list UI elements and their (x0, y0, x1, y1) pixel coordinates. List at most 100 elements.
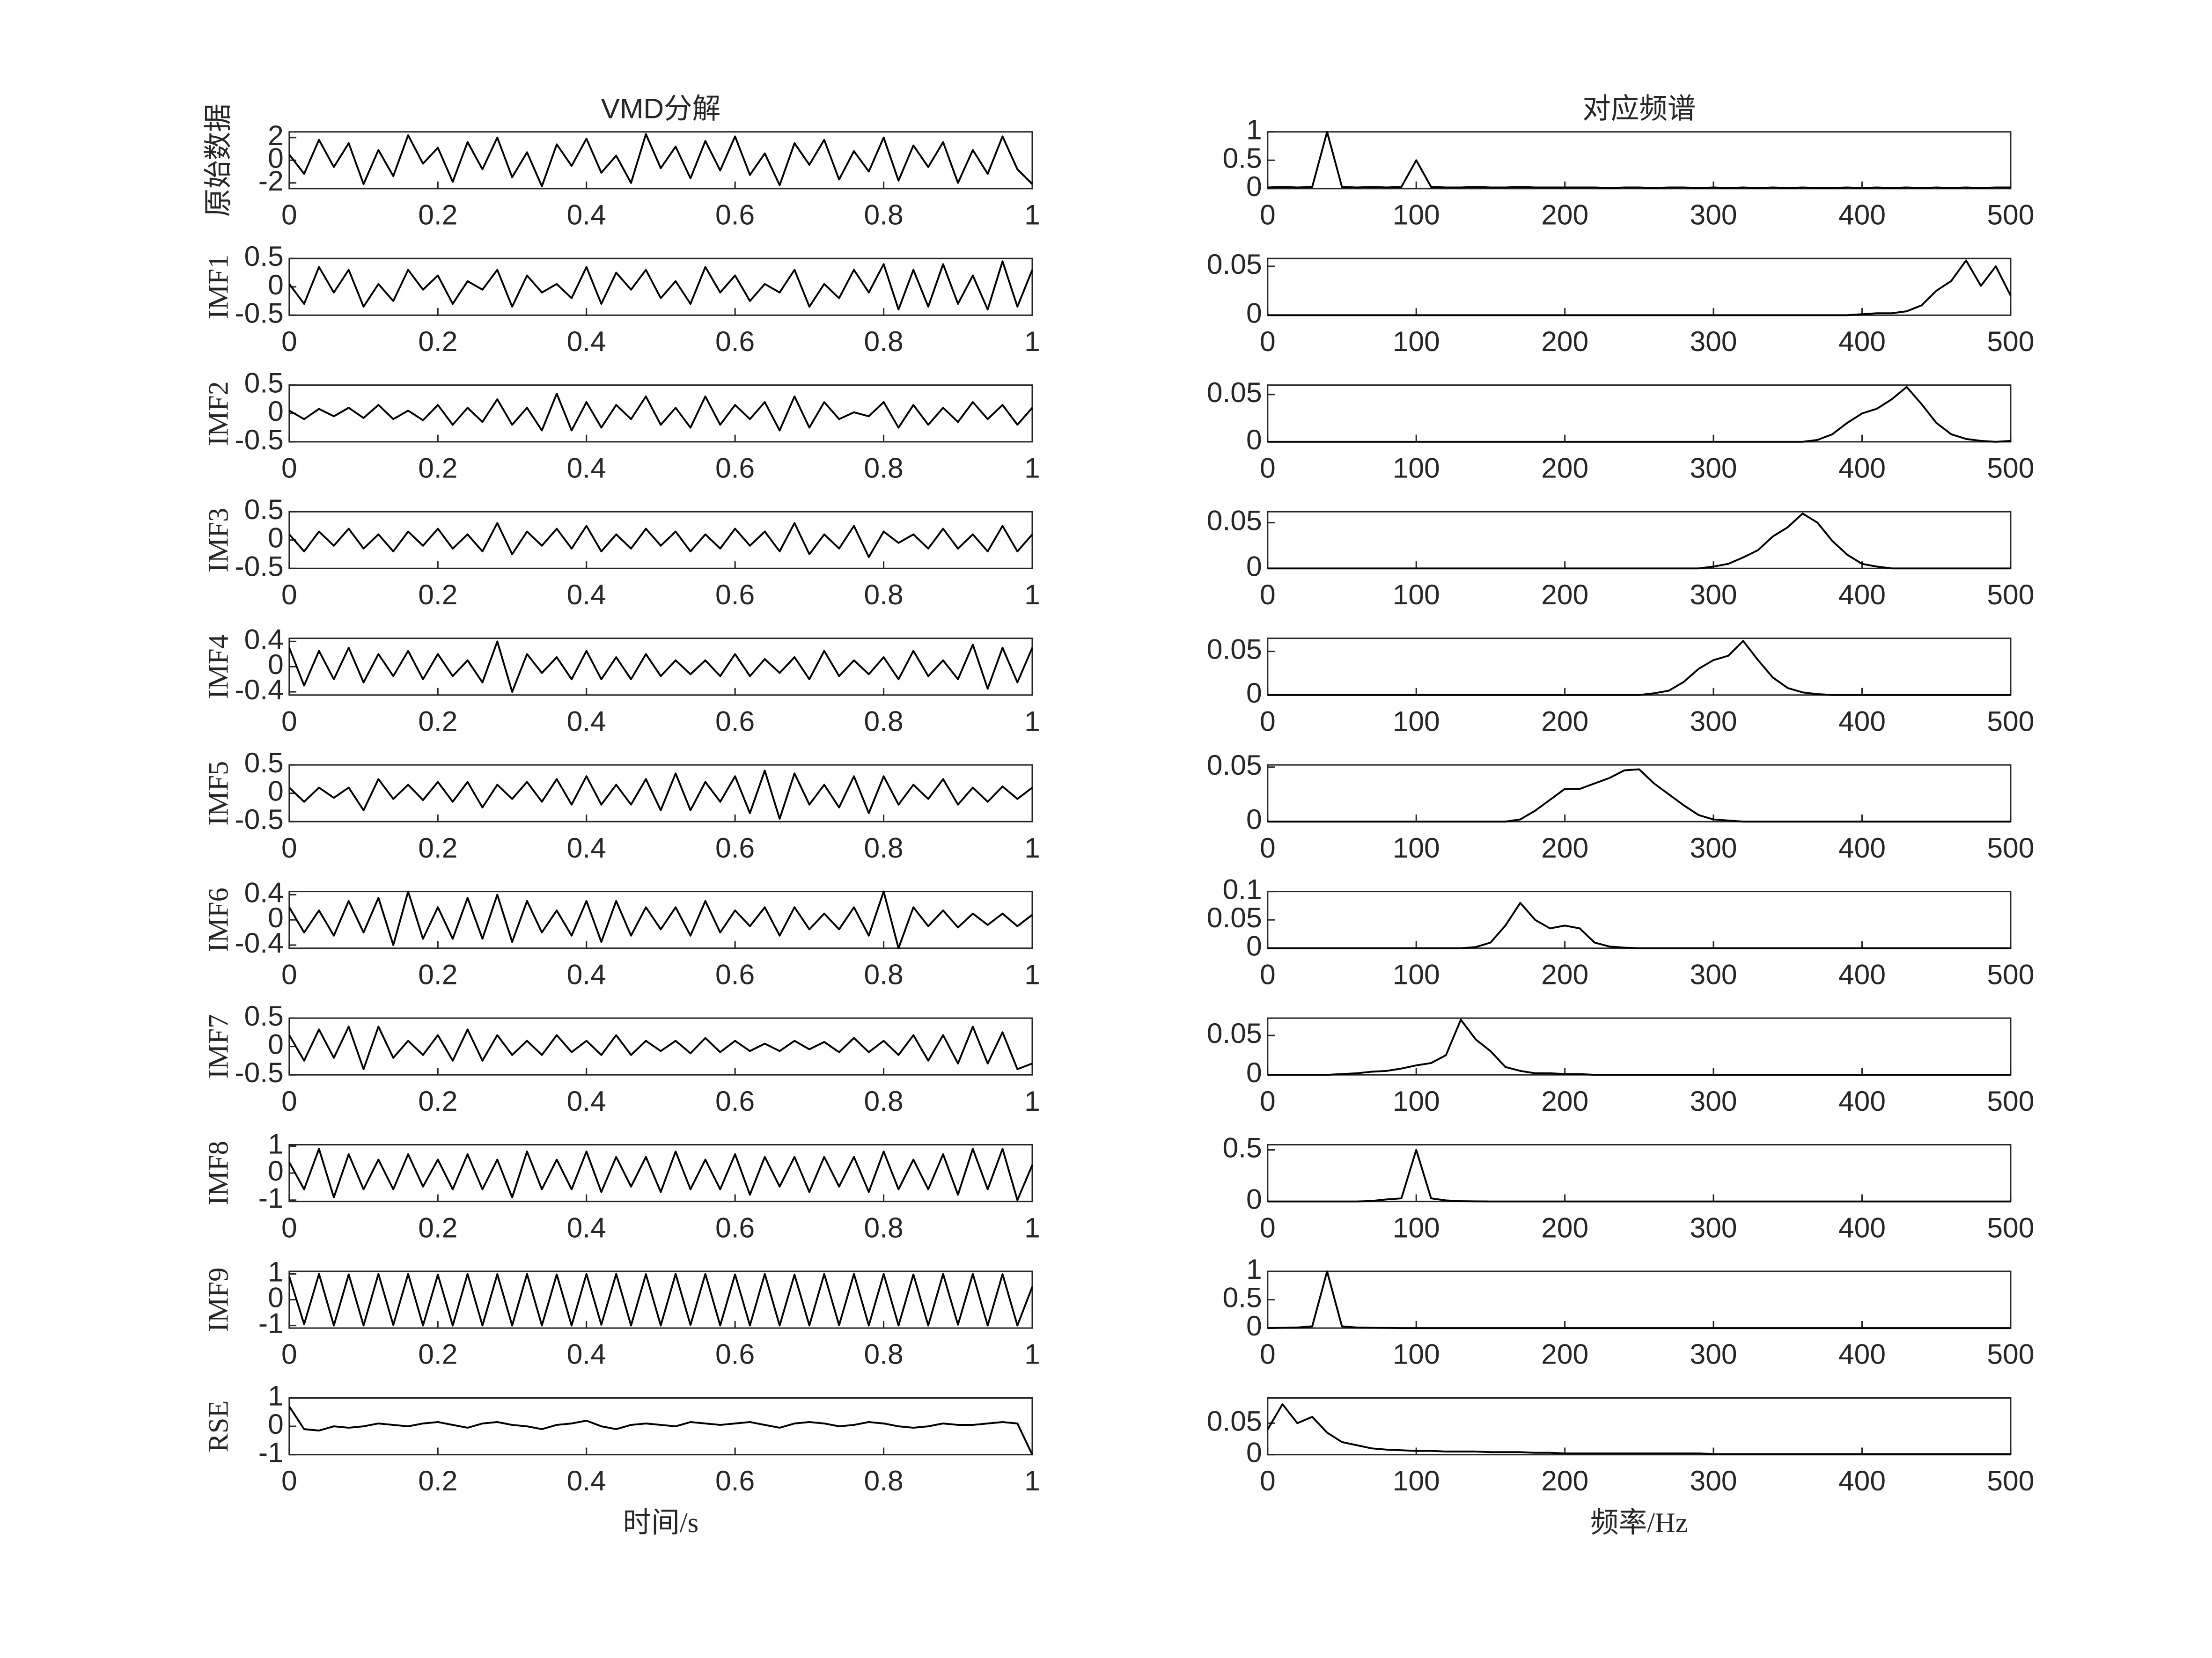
signal-line (288, 260, 1033, 311)
y-tick-label: 0 (1246, 677, 1262, 709)
x-tick-label: 0.8 (864, 198, 903, 230)
axes-box (1267, 1144, 2012, 1203)
y-tick-label: 0 (1246, 170, 1262, 202)
x-tick-label: 400 (1838, 1211, 1886, 1243)
y-tick-label: 0 (268, 1408, 284, 1440)
x-tick-label: 400 (1838, 198, 1886, 230)
x-tick-label: 0.2 (418, 1085, 457, 1117)
x-tick-label: 0.6 (715, 1085, 755, 1117)
y-tick-label: 0 (268, 142, 284, 174)
x-tick-label: 500 (1987, 1338, 2034, 1370)
x-tick-label: 0.4 (567, 325, 606, 357)
y-tick-label: 0.05 (1207, 248, 1262, 280)
x-tick-label: 0.4 (567, 452, 606, 484)
x-tick-label: 500 (1987, 579, 2034, 610)
x-tick-label: 0.4 (567, 1085, 606, 1117)
x-tick-label: 0.2 (418, 452, 457, 484)
x-tick-label: 500 (1987, 1085, 2034, 1117)
x-tick-label: 200 (1541, 325, 1588, 357)
x-tick-label: 0.2 (418, 705, 457, 737)
x-tick-label: 0 (1260, 579, 1276, 610)
y-tick-label: 0.4 (244, 876, 284, 908)
x-tick-label: 100 (1393, 579, 1440, 610)
x-tick-label: 1 (1024, 579, 1040, 610)
x-tick-label: 100 (1393, 832, 1440, 864)
x-tick-label: 0.8 (864, 1085, 903, 1117)
y-tick-label: 0 (268, 648, 284, 680)
signal-line (1267, 513, 2011, 570)
x-tick-label: 0 (281, 452, 297, 484)
x-tick-label: 200 (1541, 579, 1588, 610)
x-tick-label: 0.4 (567, 1465, 606, 1497)
x-tick-label: 0.6 (715, 958, 755, 990)
x-tick-label: 0 (281, 1085, 297, 1117)
x-tick-label: 0.2 (418, 325, 457, 357)
x-tick-label: 0.8 (864, 325, 903, 357)
x-tick-label: 0 (1260, 1338, 1276, 1370)
x-tick-label: 0 (1260, 1465, 1276, 1497)
x-tick-label: 0.2 (418, 1465, 457, 1497)
y-tick-label: 0.05 (1207, 505, 1262, 536)
signal-line (288, 133, 1033, 187)
x-tick-label: 0 (281, 1338, 297, 1370)
x-tick-label: 0.6 (715, 198, 755, 230)
x-tick-label: 0.4 (567, 705, 606, 737)
y-tick-label: -0.5 (235, 550, 283, 582)
y-tick-label: -0.4 (235, 927, 283, 959)
y-tick-label: 0 (1246, 930, 1262, 962)
y-tick-label: 0 (268, 395, 284, 427)
x-tick-label: 200 (1541, 1338, 1588, 1370)
x-tick-label: 1 (1024, 1338, 1040, 1370)
signal-line (1267, 1019, 2011, 1076)
x-tick-label: 0.4 (567, 1211, 606, 1243)
y-tick-label: -1 (258, 1437, 284, 1468)
x-tick-label: 400 (1838, 452, 1886, 484)
x-tick-label: 0.6 (715, 1465, 755, 1497)
x-tick-label: 1 (1024, 832, 1040, 864)
x-tick-label: 100 (1393, 198, 1440, 230)
axes-box (1267, 131, 2012, 190)
axes-box (1267, 384, 2012, 443)
x-tick-label: 0.2 (418, 579, 457, 610)
x-tick-label: 500 (1987, 452, 2034, 484)
y-tick-label: 0.5 (1222, 1282, 1262, 1313)
x-tick-label: 0 (281, 958, 297, 990)
x-tick-label: 1 (1024, 1211, 1040, 1243)
x-tick-label: 0 (1260, 1211, 1276, 1243)
y-tick-label: 0.5 (244, 1000, 284, 1032)
y-axis-label: IMF5 (203, 761, 234, 826)
x-tick-label: 0.6 (715, 579, 755, 610)
x-tick-label: 300 (1690, 452, 1737, 484)
x-axis-label: 时间/s (623, 1507, 699, 1539)
x-tick-label: 400 (1838, 958, 1886, 990)
x-tick-label: 300 (1690, 705, 1737, 737)
y-tick-label: 0.1 (1222, 873, 1262, 905)
x-tick-label: 500 (1987, 1211, 2034, 1243)
signal-line (1267, 386, 2011, 443)
x-tick-label: 400 (1838, 325, 1886, 357)
x-tick-label: 200 (1541, 1085, 1588, 1117)
signal-line (1267, 131, 2011, 189)
axes-box (1267, 511, 2012, 569)
y-tick-label: 0 (268, 522, 284, 554)
signal-line (1267, 1149, 2011, 1203)
x-tick-label: 500 (1987, 705, 2034, 737)
x-tick-label: 0.8 (864, 705, 903, 737)
axes-box (1267, 764, 2012, 822)
y-axis-label: IMF1 (203, 255, 234, 319)
signal-line (1267, 902, 2011, 949)
y-axis-label: IMF3 (203, 508, 234, 572)
signal-line (1267, 1403, 2011, 1455)
x-tick-label: 0 (281, 705, 297, 737)
axes-box (1267, 891, 2012, 949)
x-tick-label: 0.6 (715, 705, 755, 737)
y-tick-label: 0.05 (1207, 749, 1262, 781)
x-tick-label: 300 (1690, 198, 1737, 230)
y-tick-label: -1 (258, 1307, 284, 1339)
x-tick-label: 400 (1838, 1085, 1886, 1117)
y-tick-label: 0.05 (1207, 376, 1262, 408)
x-tick-label: 0 (1260, 198, 1276, 230)
x-tick-label: 0 (1260, 832, 1276, 864)
y-tick-label: -0.5 (235, 424, 283, 455)
